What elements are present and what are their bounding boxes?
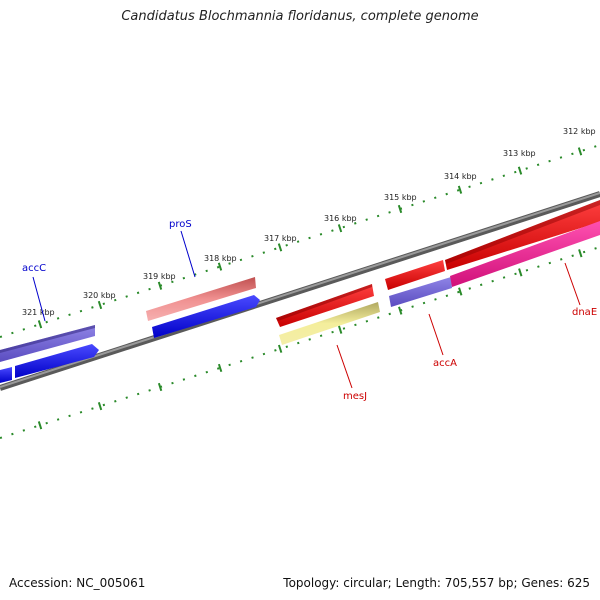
inner-ruler-major-tick bbox=[97, 402, 103, 411]
inner-ruler-major-tick bbox=[578, 249, 583, 258]
gene-label-proS[interactable]: proS bbox=[169, 219, 192, 230]
feature-accC-gene[interactable] bbox=[0, 325, 95, 362]
tick-label-312: 312 kbp bbox=[563, 127, 596, 136]
outer-ruler-major-tick bbox=[457, 185, 463, 194]
inner-ruler bbox=[0, 246, 600, 439]
feature-dnaE-cds[interactable] bbox=[445, 200, 600, 270]
inner-ruler-major-tick bbox=[518, 268, 523, 277]
feature-mesJ-misc[interactable] bbox=[279, 302, 380, 345]
outer-ruler-major-tick bbox=[577, 147, 583, 156]
tick-label-316: 316 kbp bbox=[324, 214, 357, 223]
outer-ruler-major-tick bbox=[397, 204, 403, 214]
outer-ruler-major-tick bbox=[37, 320, 43, 329]
genome-summary-text: Topology: circular; Length: 705,557 bp; … bbox=[283, 576, 590, 590]
outer-ruler-major-tick bbox=[337, 224, 343, 233]
gene-label-accA[interactable]: accA bbox=[433, 358, 457, 369]
outer-ruler-major-tick bbox=[217, 262, 223, 271]
gene-label-dnaE[interactable]: dnaE bbox=[572, 307, 597, 318]
inner-ruler-major-tick bbox=[37, 421, 43, 430]
outer-ruler-major-tick bbox=[517, 166, 523, 175]
tick-label-313: 313 kbp bbox=[503, 149, 536, 158]
outer-ruler-major-tick bbox=[157, 281, 163, 290]
kbp-tick-labels: 312 kbp 313 kbp 314 kbp 315 kbp 316 kbp … bbox=[22, 127, 596, 317]
inner-ruler-major-ticks bbox=[37, 249, 583, 430]
feature-accC-cds[interactable] bbox=[0, 344, 99, 383]
accession-text: Accession: NC_005061 bbox=[9, 576, 146, 590]
feature-accA-cds[interactable] bbox=[385, 260, 445, 290]
feature-proS-cds[interactable] bbox=[152, 295, 260, 338]
gene-label-mesJ[interactable]: mesJ bbox=[343, 391, 367, 402]
genome-backbone bbox=[0, 191, 600, 391]
tick-label-314: 314 kbp bbox=[444, 172, 477, 181]
outer-ruler-major-tick bbox=[97, 300, 103, 310]
inner-ruler-major-tick bbox=[157, 382, 163, 392]
tick-label-317: 317 kbp bbox=[264, 234, 297, 243]
tick-label-318: 318 kbp bbox=[204, 254, 237, 263]
feature-accA-gene[interactable] bbox=[389, 277, 452, 307]
tick-label-315: 315 kbp bbox=[384, 193, 417, 202]
inner-ruler-major-tick bbox=[338, 325, 343, 334]
outer-ruler-major-ticks bbox=[37, 147, 583, 329]
map-title: Candidatus Blochmannia floridanus, compl… bbox=[121, 9, 479, 24]
gene-labels: accC proS mesJ accA dnaE bbox=[22, 219, 597, 402]
feature-proS-gene[interactable] bbox=[146, 277, 256, 321]
inner-ruler-major-tick bbox=[217, 363, 223, 373]
inner-ruler-major-tick bbox=[458, 287, 463, 296]
inner-ruler-major-tick bbox=[277, 344, 283, 353]
feature-dnaE-misc[interactable] bbox=[450, 221, 600, 287]
tick-label-320: 320 kbp bbox=[83, 291, 116, 300]
label-leaders bbox=[32, 230, 581, 389]
tick-label-319: 319 kbp bbox=[143, 272, 176, 281]
gene-label-accC[interactable]: accC bbox=[22, 263, 46, 274]
inner-ruler-major-tick bbox=[398, 306, 403, 315]
feature-mesJ-cds[interactable] bbox=[276, 284, 374, 327]
tick-label-321: 321 kbp bbox=[22, 308, 55, 317]
outer-ruler-major-tick bbox=[277, 243, 283, 252]
